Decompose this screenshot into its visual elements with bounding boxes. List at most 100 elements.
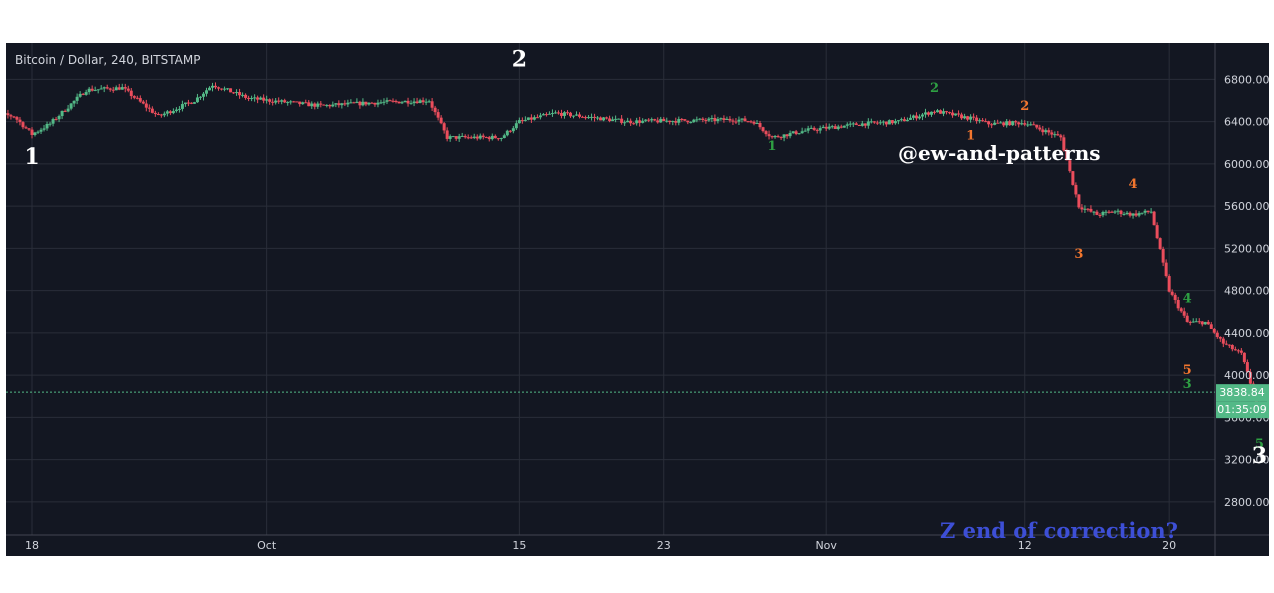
candle-body	[153, 112, 157, 115]
candle-body	[929, 111, 933, 115]
candle-body	[1236, 350, 1240, 352]
candle-body	[1233, 349, 1237, 351]
candle-body	[833, 126, 837, 129]
candle-body	[180, 104, 184, 109]
candle-body	[150, 108, 154, 113]
candle-body	[505, 130, 509, 136]
candle-body	[1020, 123, 1024, 125]
candle-body	[123, 87, 127, 89]
candle-body	[725, 118, 729, 121]
candle-body	[653, 119, 657, 121]
candle-body	[1017, 122, 1021, 125]
candle-body	[659, 118, 663, 123]
candle-body	[568, 112, 572, 117]
candle-body	[1032, 124, 1036, 126]
candle-body	[253, 97, 257, 99]
candle-body	[283, 100, 287, 103]
candle-body	[1071, 171, 1075, 185]
candle-body	[1059, 135, 1063, 138]
y-tick-label: 4000.00	[1224, 369, 1269, 382]
x-tick-label: Oct	[257, 539, 277, 552]
candle-body	[126, 88, 130, 91]
candle-body	[352, 102, 356, 104]
candle-body	[466, 137, 470, 139]
candle-body	[430, 101, 434, 108]
candle-body	[869, 121, 873, 123]
candle-body	[665, 120, 669, 122]
wave-label: 2	[512, 47, 527, 73]
y-tick-label: 3200.00	[1224, 454, 1269, 467]
candle-body	[30, 129, 34, 135]
wave-label: 4	[1183, 291, 1192, 306]
candle-body	[776, 136, 780, 138]
x-tick-label: 15	[512, 539, 526, 552]
candle-body	[1116, 210, 1120, 212]
candle-body	[863, 123, 867, 126]
candle-body	[596, 117, 600, 119]
candle-body	[914, 115, 918, 119]
candle-body	[364, 101, 368, 105]
candle-body	[827, 126, 831, 129]
candle-body	[66, 108, 70, 112]
candle-body	[204, 90, 208, 94]
candle-body	[887, 120, 891, 125]
candle-body	[1194, 321, 1198, 323]
candle-body	[1062, 137, 1066, 151]
candle-body	[1110, 211, 1114, 213]
candle-body	[1095, 211, 1099, 215]
candle-body	[451, 136, 455, 138]
candle-body	[1026, 124, 1030, 126]
correction-label: Z end of correction?	[940, 518, 1178, 543]
symbol-title: Bitcoin / Dollar, 240, BITSTAMP	[15, 53, 201, 67]
candle-body	[1104, 211, 1108, 213]
candle-body	[1077, 194, 1081, 208]
candle-body	[872, 121, 876, 123]
candle-body	[1173, 294, 1177, 300]
price-chart[interactable]: 6800.00 6400.00 6000.00 5600.00 5200.00 4800.…	[6, 43, 1269, 556]
candle-body	[325, 104, 329, 106]
candle-body	[749, 121, 753, 123]
candle-body	[614, 118, 618, 120]
candle-body	[710, 118, 714, 120]
candle-body	[854, 123, 858, 125]
candle-body	[220, 88, 224, 90]
candle-body	[340, 103, 344, 106]
candle-body	[1197, 321, 1201, 323]
candle-body	[174, 109, 178, 112]
candle-body	[848, 123, 852, 125]
candle-body	[830, 126, 834, 128]
candle-body	[1125, 212, 1129, 215]
candle-body	[397, 101, 401, 104]
candle-body	[331, 104, 335, 107]
candle-body	[713, 118, 717, 122]
candle-body	[337, 103, 341, 106]
candle-body	[84, 92, 88, 95]
candle-body	[767, 134, 771, 137]
candle-body	[171, 111, 175, 114]
wave-label: 3	[1074, 247, 1083, 262]
candle-body	[578, 114, 582, 117]
candle-body	[195, 97, 199, 103]
x-tick-label: Nov	[815, 539, 837, 552]
candle-body	[890, 120, 894, 124]
candle-body	[262, 97, 266, 101]
candle-body	[472, 136, 476, 138]
candle-body	[186, 102, 190, 104]
chart-frame[interactable]: 6800.00 6400.00 6000.00 5600.00 5200.00 4800.…	[6, 43, 1269, 556]
candle-body	[159, 114, 163, 116]
candle-body	[478, 135, 482, 139]
candle-body	[701, 118, 705, 120]
candle-body	[111, 89, 115, 91]
candle-body	[764, 131, 768, 135]
candle-body	[502, 135, 506, 139]
candle-body	[731, 120, 735, 122]
candle-body	[241, 94, 245, 96]
candle-body	[457, 136, 461, 139]
candle-body	[758, 123, 762, 128]
y-tick-label: 2800.00	[1224, 496, 1269, 509]
candle-body	[948, 112, 952, 114]
candle-body	[734, 121, 738, 123]
candle-body	[611, 119, 615, 122]
x-tick-label: 20	[1162, 539, 1176, 552]
candle-body	[647, 119, 651, 121]
